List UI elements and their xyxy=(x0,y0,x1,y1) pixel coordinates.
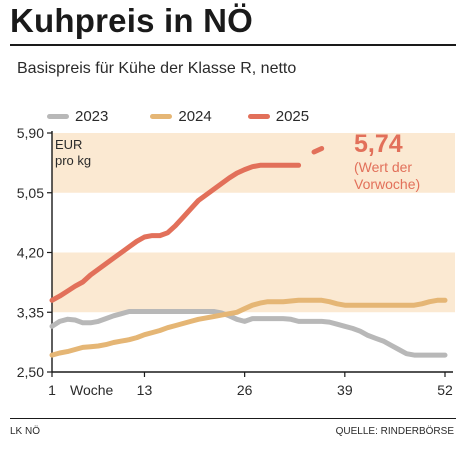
annotation-note-1: Vorwoche) xyxy=(354,176,420,192)
series-group xyxy=(49,146,448,358)
chart-title: Kuhpreis in NÖ xyxy=(10,2,253,39)
band-1 xyxy=(52,133,455,193)
legend-label-2023: 2023 xyxy=(75,107,109,125)
y-tick-label-1: 3,35 xyxy=(17,304,44,320)
footer-source: QUELLE: RINDERBÖRSE xyxy=(335,426,454,437)
annotation-note-0: (Wert der xyxy=(354,159,412,175)
series-line-2023 xyxy=(49,309,448,358)
legend-label-2024: 2024 xyxy=(178,107,212,125)
legend: 2023 2024 2025 xyxy=(47,104,333,128)
legend-item-2023: 2023 xyxy=(47,108,108,125)
x-tick-label-3: 39 xyxy=(337,382,353,398)
legend-item-2024: 2024 xyxy=(150,107,212,125)
band-group xyxy=(52,133,455,313)
legend-label-2025: 2025 xyxy=(275,107,310,125)
series-extension-2025 xyxy=(311,146,325,155)
y-tick-label-4: 5,90 xyxy=(17,125,44,141)
footer-credit: LK NÖ xyxy=(10,426,41,437)
y-tick-label-2: 4,20 xyxy=(17,245,44,261)
annotation-value: 5,74 xyxy=(354,130,403,158)
x-tick-label-2: 26 xyxy=(237,382,253,398)
legend-swatch-2024 xyxy=(150,113,173,119)
label-group: 2,50 3,35 4,20 5,05 5,90 1 13 26 39 52 Woche EURpro… xyxy=(17,125,453,398)
x-axis-label: Woche xyxy=(70,382,114,398)
series-line-2025 xyxy=(49,162,302,303)
x-tick-label-0: 1 xyxy=(48,382,56,398)
axes-group xyxy=(47,131,453,377)
title-divider xyxy=(10,44,456,46)
unit-label-1: pro kg xyxy=(55,153,91,168)
footer-divider xyxy=(10,418,456,419)
band-0 xyxy=(52,252,455,313)
legend-swatch-2023 xyxy=(47,113,69,119)
unit-label-0: EUR xyxy=(55,137,82,152)
legend-item-2025: 2025 xyxy=(247,107,310,125)
chart-subtitle: Basispreis für Kühe der Klasse R, netto xyxy=(17,60,297,77)
legend-swatch-2025 xyxy=(247,113,270,119)
y-tick-label-3: 5,05 xyxy=(17,185,44,201)
x-tick-label-4: 52 xyxy=(437,382,453,398)
x-tick-label-1: 13 xyxy=(137,382,153,398)
series-line-2024 xyxy=(49,297,448,358)
y-tick-label-0: 2,50 xyxy=(17,364,44,380)
